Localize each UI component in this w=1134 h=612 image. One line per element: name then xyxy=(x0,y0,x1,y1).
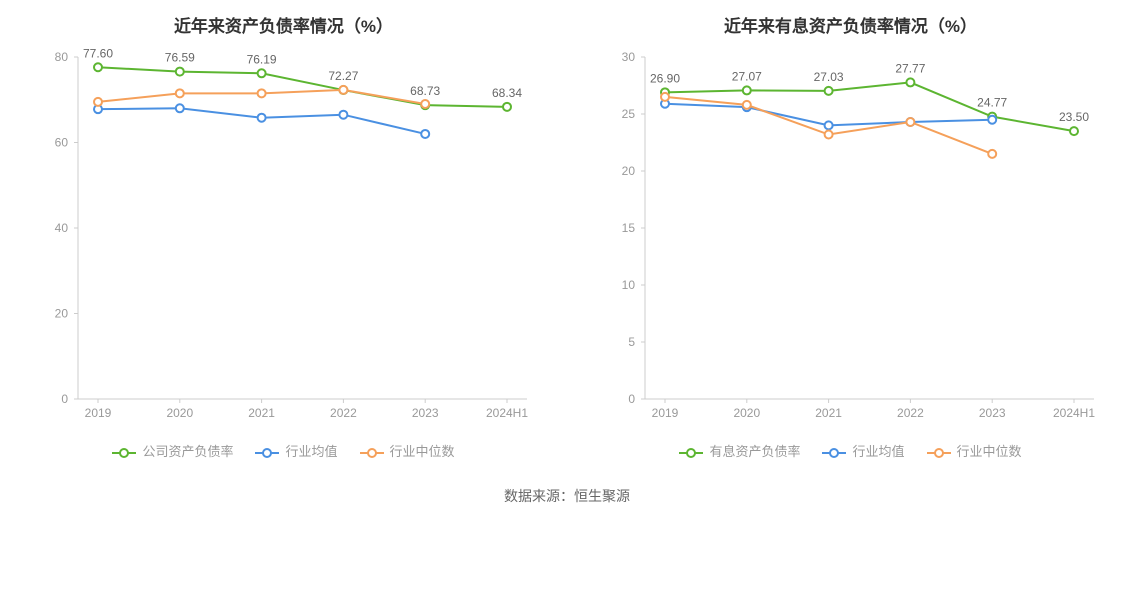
svg-text:76.59: 76.59 xyxy=(165,51,195,65)
left-legend: 公司资产负债率 行业均值 行业中位数 xyxy=(30,441,537,460)
svg-text:2022: 2022 xyxy=(330,406,357,420)
legend-label: 行业中位数 xyxy=(390,441,455,460)
charts-row: 近年来资产负债率情况（%） 0 20 40 60 80 2019 2020 2021 2022 2… xyxy=(0,0,1134,478)
svg-text:2019: 2019 xyxy=(85,406,112,420)
legend-swatch-icon xyxy=(255,446,279,456)
left-chart-title: 近年来资产负债率情况（%） xyxy=(30,12,537,37)
legend-label: 有息资产负债率 xyxy=(709,441,800,460)
legend-item: 公司资产负债率 xyxy=(112,441,233,460)
svg-text:24.77: 24.77 xyxy=(977,96,1007,110)
left-chart-plot: 0 20 40 60 80 2019 2020 2021 2022 2023 2024H1 77.60… xyxy=(30,47,537,427)
svg-text:76.19: 76.19 xyxy=(247,52,277,66)
svg-text:2023: 2023 xyxy=(412,406,439,420)
svg-text:77.60: 77.60 xyxy=(83,47,113,60)
legend-swatch-icon xyxy=(822,446,846,456)
svg-text:2020: 2020 xyxy=(733,406,760,420)
svg-text:2021: 2021 xyxy=(248,406,275,420)
svg-text:30: 30 xyxy=(622,50,636,64)
legend-item: 行业均值 xyxy=(255,441,337,460)
legend-swatch-icon xyxy=(927,446,951,456)
svg-text:27.77: 27.77 xyxy=(895,61,925,75)
svg-text:20: 20 xyxy=(622,164,636,178)
legend-label: 行业均值 xyxy=(852,441,904,460)
svg-text:2023: 2023 xyxy=(979,406,1006,420)
svg-text:2022: 2022 xyxy=(897,406,924,420)
legend-item: 行业均值 xyxy=(822,441,904,460)
legend-swatch-icon xyxy=(679,446,703,456)
svg-text:40: 40 xyxy=(55,221,69,235)
legend-label: 公司资产负债率 xyxy=(142,441,233,460)
svg-text:68.34: 68.34 xyxy=(492,86,522,100)
legend-item: 有息资产负债率 xyxy=(679,441,800,460)
svg-text:2021: 2021 xyxy=(815,406,842,420)
legend-label: 行业中位数 xyxy=(957,441,1022,460)
svg-text:15: 15 xyxy=(622,221,636,235)
legend-swatch-icon xyxy=(360,446,384,456)
svg-text:0: 0 xyxy=(61,392,68,406)
svg-text:20: 20 xyxy=(55,307,69,321)
svg-text:80: 80 xyxy=(55,50,69,64)
svg-text:26.90: 26.90 xyxy=(650,71,680,85)
right-legend: 有息资产负债率 行业均值 行业中位数 xyxy=(597,441,1104,460)
right-panel: 近年来有息资产负债率情况（%） 0 5 10 15 20 25 30 2019 2020 2021… xyxy=(567,0,1134,478)
right-chart-plot: 0 5 10 15 20 25 30 2019 2020 2021 2022 2023 2024H1 26… xyxy=(597,47,1104,427)
svg-text:5: 5 xyxy=(628,335,635,349)
legend-label: 行业均值 xyxy=(285,441,337,460)
svg-text:68.73: 68.73 xyxy=(410,84,440,98)
svg-text:2019: 2019 xyxy=(652,406,679,420)
right-chart-title: 近年来有息资产负债率情况（%） xyxy=(597,12,1104,37)
svg-text:60: 60 xyxy=(55,136,69,150)
data-source-label: 数据来源：恒生聚源 xyxy=(0,478,1134,516)
svg-text:0: 0 xyxy=(628,392,635,406)
svg-text:2024H1: 2024H1 xyxy=(486,406,528,420)
svg-text:10: 10 xyxy=(622,278,636,292)
svg-text:2020: 2020 xyxy=(166,406,193,420)
legend-item: 行业中位数 xyxy=(360,441,455,460)
svg-text:23.50: 23.50 xyxy=(1059,110,1089,124)
svg-text:25: 25 xyxy=(622,107,636,121)
svg-text:27.03: 27.03 xyxy=(814,70,844,84)
svg-text:72.27: 72.27 xyxy=(328,69,358,83)
svg-text:2024H1: 2024H1 xyxy=(1053,406,1095,420)
svg-text:27.07: 27.07 xyxy=(732,69,762,83)
left-panel: 近年来资产负债率情况（%） 0 20 40 60 80 2019 2020 2021 2022 2… xyxy=(0,0,567,478)
legend-item: 行业中位数 xyxy=(927,441,1022,460)
legend-swatch-icon xyxy=(112,446,136,456)
